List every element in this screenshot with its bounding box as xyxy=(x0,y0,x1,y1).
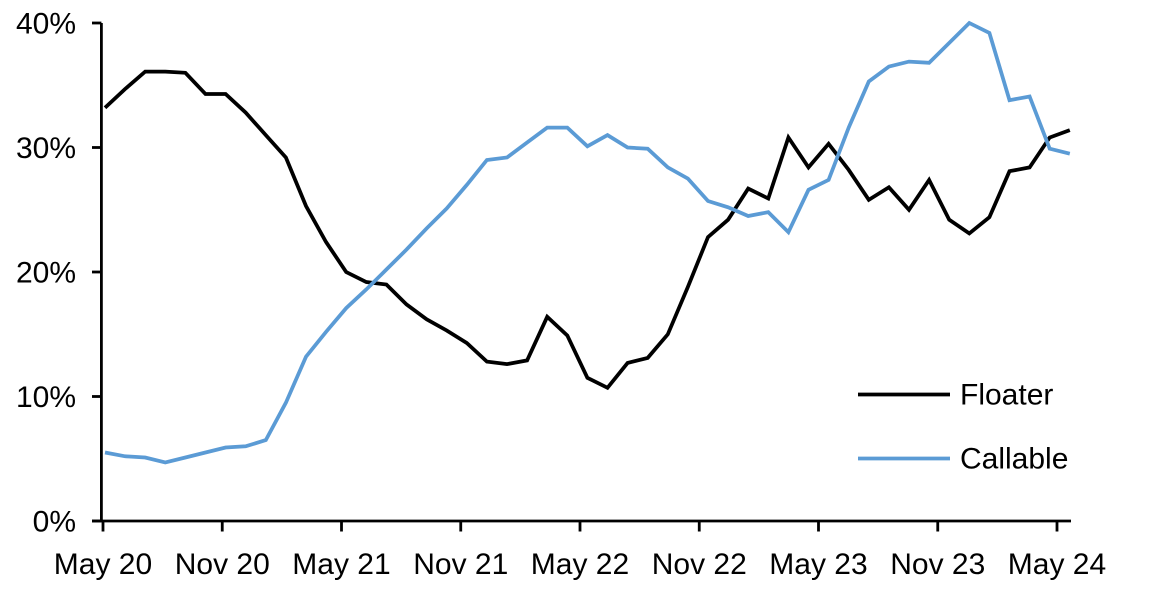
x-tick-label: Nov 22 xyxy=(652,548,747,581)
x-tick-label: Nov 21 xyxy=(413,548,508,581)
y-tick-label: 30% xyxy=(16,132,76,165)
x-tick-label: May 22 xyxy=(531,548,629,581)
y-tick-label: 20% xyxy=(16,257,76,290)
x-tick-label: May 20 xyxy=(54,548,152,581)
y-tick-label: 40% xyxy=(16,8,76,41)
legend: Floater Callable xyxy=(858,379,1068,476)
y-tick-label: 10% xyxy=(16,381,76,414)
series-line-floater xyxy=(103,69,1071,391)
x-tick-label: Nov 23 xyxy=(890,548,985,581)
x-tick-label: Nov 20 xyxy=(175,548,270,581)
x-tick-label: May 24 xyxy=(1008,548,1106,581)
y-tick-label: 0% xyxy=(33,506,76,539)
series-line-callable xyxy=(104,20,1071,465)
legend-floater-label: Floater xyxy=(960,379,1053,412)
x-tick-label: May 21 xyxy=(292,548,390,581)
legend-callable-label: Callable xyxy=(960,443,1068,476)
x-tick-label: May 23 xyxy=(769,548,867,581)
